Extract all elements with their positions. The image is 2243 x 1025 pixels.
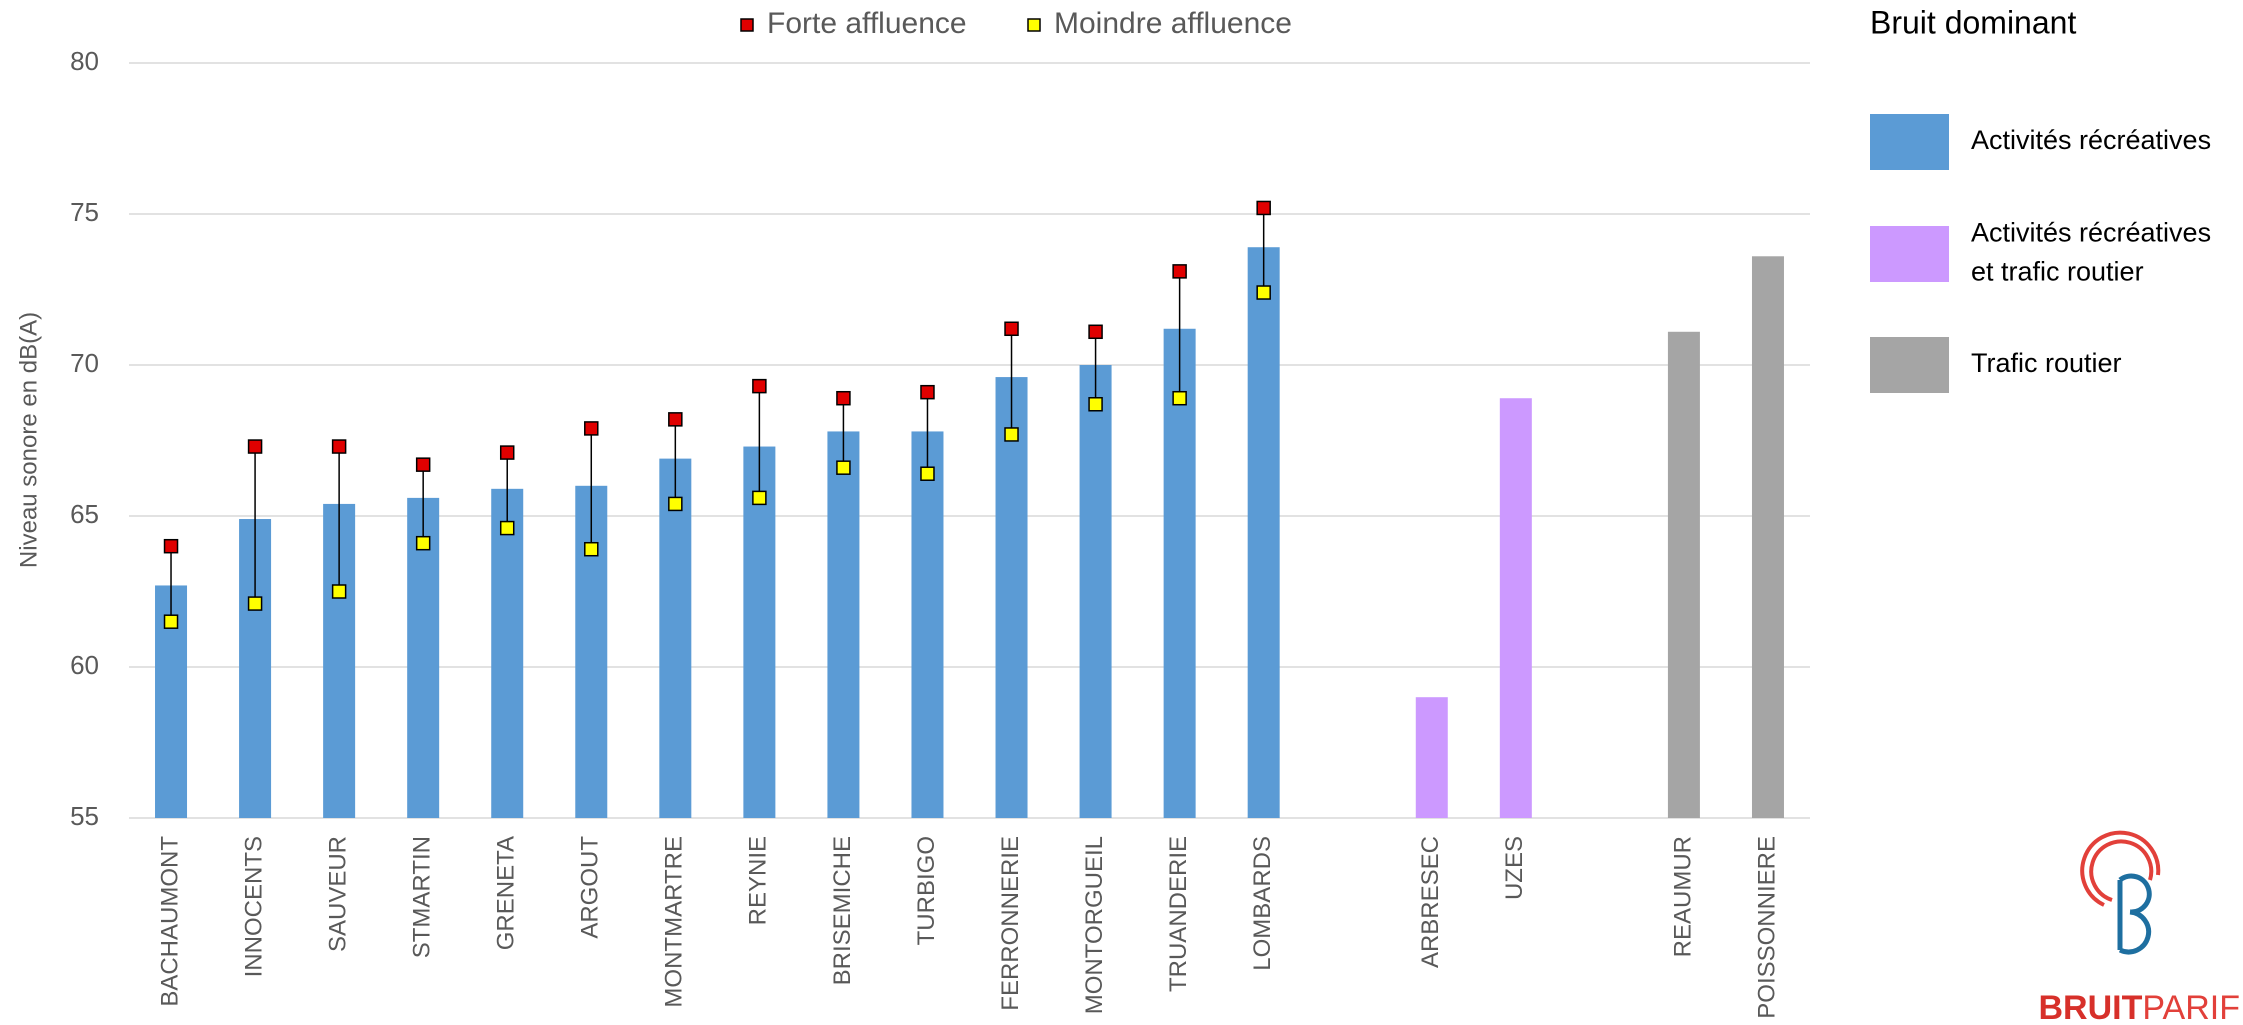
bar — [1079, 365, 1112, 818]
x-tick-label: INNOCENTS — [240, 836, 267, 977]
legend-label: Moindre affluence — [1054, 7, 1292, 40]
y-tick-label: 70 — [70, 348, 99, 378]
marker — [1172, 390, 1187, 406]
marker — [920, 384, 935, 400]
marker — [1256, 285, 1271, 300]
marker — [415, 457, 431, 472]
marker — [415, 535, 431, 551]
legend-marker — [740, 18, 754, 32]
y-tick-label: 60 — [70, 650, 99, 680]
marker — [163, 614, 179, 629]
x-tick-label: UZES — [1501, 836, 1528, 900]
marker — [836, 390, 851, 406]
marker — [584, 421, 599, 436]
bar — [827, 431, 860, 818]
legend-label: et trafic routier — [1971, 257, 2144, 287]
bar — [1163, 328, 1196, 818]
legend-label: Activités récréatives — [1971, 125, 2211, 155]
y-tick-label: 65 — [70, 499, 99, 529]
marker — [1004, 321, 1019, 337]
x-tick-label: MONTORGUEIL — [1081, 836, 1108, 1014]
bar — [911, 431, 944, 818]
x-tick-label: FERRONNERIE — [997, 836, 1024, 1011]
marker — [499, 445, 515, 460]
marker — [331, 439, 347, 454]
bar — [1751, 256, 1784, 818]
logo-bold: BRUIT — [2039, 989, 2143, 1025]
x-tick-label: REYNIE — [745, 836, 772, 925]
x-tick-label: ARBRESEC — [1417, 836, 1444, 968]
marker — [668, 412, 683, 427]
x-tick-label: REAUMUR — [1669, 836, 1696, 957]
marker — [247, 596, 263, 611]
x-tick-label: MONTMARTRE — [661, 836, 688, 1008]
bar — [1247, 247, 1280, 819]
marker — [1172, 264, 1187, 279]
marker — [752, 490, 767, 506]
marker — [920, 466, 935, 481]
x-tick-label: TRUANDERIE — [1165, 836, 1192, 992]
x-tick-label: BRISEMICHE — [829, 836, 856, 985]
legend-swatch — [1870, 337, 1949, 393]
x-tick-label: LOMBARDS — [1249, 836, 1276, 971]
legend-title: Bruit dominant — [1870, 4, 2076, 40]
legend-label: Activités récréatives — [1971, 218, 2211, 248]
marker — [1256, 200, 1271, 216]
marker — [1004, 427, 1019, 442]
logo-light: PARIF — [2142, 989, 2240, 1025]
legend-label: Forte affluence — [767, 7, 967, 40]
x-tick-label: STMARTIN — [409, 836, 436, 958]
marker — [584, 541, 599, 557]
marker — [752, 378, 767, 394]
bar — [1667, 331, 1700, 818]
x-tick-label: TURBIGO — [913, 836, 940, 945]
logo-b — [2117, 873, 2152, 955]
marker — [1088, 397, 1103, 412]
marker — [163, 538, 179, 554]
legend-marker — [1027, 18, 1041, 32]
logo-arc — [2089, 839, 2154, 902]
x-tick-label: ARGOUT — [577, 836, 604, 939]
x-tick-label: GRENETA — [493, 836, 520, 950]
legend-swatch — [1870, 114, 1949, 170]
bar — [407, 497, 440, 818]
x-tick-label: SAUVEUR — [324, 836, 351, 952]
logo: BRUITPARIF — [2039, 830, 2241, 1025]
legend-label: Trafic routier — [1971, 348, 2122, 378]
marker — [668, 496, 683, 512]
bar — [491, 488, 524, 818]
marker — [1088, 324, 1103, 340]
marker — [499, 520, 515, 536]
logo-text: BRUITPARIF — [2039, 989, 2241, 1025]
bar — [1499, 398, 1532, 818]
bar — [995, 377, 1028, 818]
y-tick-label: 80 — [70, 46, 99, 76]
marker — [331, 584, 347, 599]
legend-swatch — [1870, 226, 1949, 282]
logo-arc — [2080, 830, 2161, 907]
marker — [836, 460, 851, 475]
y-axis-label: Niveau sonore en dB(A) — [15, 312, 42, 568]
bar — [1415, 697, 1448, 818]
x-tick-label: POISSONNIERE — [1753, 836, 1780, 1019]
x-tick-label: BACHAUMONT — [156, 836, 183, 1007]
y-tick-label: 75 — [70, 197, 99, 227]
marker — [247, 439, 263, 454]
y-tick-label: 55 — [70, 801, 99, 831]
bar — [743, 446, 776, 818]
bar — [659, 458, 692, 818]
